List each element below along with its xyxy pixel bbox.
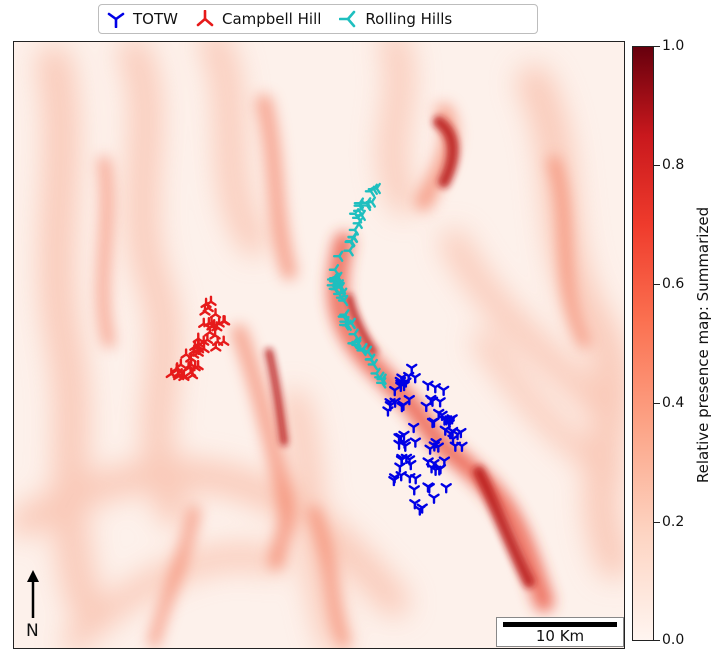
totw-point: [429, 383, 441, 394]
presence-heatmap: [14, 42, 624, 648]
colorbar-tick-label: 0.6: [662, 276, 685, 292]
rolling-hills-point: [367, 358, 378, 371]
rolling-hills-point: [357, 342, 368, 355]
colorbar-tick: [654, 165, 660, 166]
totw-point: [409, 373, 421, 384]
colorbar: [632, 46, 654, 641]
totw-point: [446, 414, 458, 425]
totw-point: [395, 455, 408, 466]
totw-point: [434, 397, 446, 408]
rolling-hills-point: [361, 197, 372, 209]
colorbar-tick-label: 0.2: [662, 514, 685, 530]
campbell-hill-point: [217, 335, 230, 346]
totw-point: [389, 397, 401, 408]
totw-point: [382, 406, 394, 417]
campbell-hill-point: [188, 344, 200, 356]
rolling-hills-point: [330, 272, 341, 285]
colorbar-tick-label: 0.8: [662, 157, 685, 173]
totw-point: [409, 437, 422, 448]
campbell-hill-point: [203, 316, 215, 328]
scale-bar-line: [503, 622, 617, 627]
rolling-hills-point: [348, 328, 359, 340]
totw-point: [400, 377, 412, 388]
campbell-hill-point: [186, 368, 199, 380]
north-arrow-icon: [27, 570, 39, 618]
rolling-hills-point: [345, 235, 356, 247]
campbell-hill-point: [200, 297, 212, 309]
totw-point: [428, 493, 440, 505]
scale-bar: 10 Km: [496, 617, 624, 647]
totw-point: [428, 441, 441, 452]
legend-label-totw: TOTW: [133, 10, 178, 28]
rolling-hills-point: [337, 310, 348, 323]
tri-up-marker-icon: [196, 10, 214, 27]
totw-point: [446, 426, 459, 438]
rolling-hills-point: [375, 377, 387, 389]
rolling-hills-point: [328, 264, 340, 276]
totw-point: [437, 385, 450, 397]
totw-point: [406, 363, 418, 375]
map-legend: TOTW Campbell Hill Rolling Hills: [98, 4, 538, 34]
totw-point: [422, 482, 434, 493]
campbell-hill-point: [199, 305, 211, 316]
totw-point: [428, 417, 440, 428]
colorbar-tick: [654, 522, 660, 523]
campbell-hill-point: [218, 315, 231, 326]
campbell-hill-point: [201, 333, 214, 344]
totw-point: [396, 401, 408, 413]
rolling-hills-point: [347, 337, 359, 350]
campbell-hill-point: [192, 359, 204, 371]
campbell-hill-point: [204, 325, 216, 337]
tri-down-marker-icon: [107, 12, 125, 28]
north-label: N: [26, 621, 39, 641]
totw-point: [440, 483, 452, 494]
totw-point: [455, 427, 467, 439]
rolling-hills-point: [355, 209, 366, 222]
observation-points: [165, 182, 468, 516]
campbell-hill-point: [171, 363, 183, 374]
rolling-hills-point: [353, 197, 365, 209]
rolling-hills-point: [370, 367, 381, 380]
totw-point: [403, 394, 416, 406]
campbell-hill-point: [165, 367, 177, 379]
colorbar-tick: [654, 284, 660, 285]
totw-point: [428, 459, 440, 470]
legend-label-campbell-hill: Campbell Hill: [221, 10, 322, 28]
rolling-hills-point: [370, 182, 381, 195]
totw-point: [405, 459, 417, 471]
colorbar-tick-label: 0.4: [662, 395, 685, 411]
colorbar-tick-label: 1.0: [662, 38, 685, 54]
totw-point: [408, 485, 420, 496]
legend-item-totw: TOTW: [107, 10, 178, 28]
legend-item-campbell-hill: Campbell Hill: [196, 10, 321, 28]
totw-point: [409, 499, 421, 510]
tri-left-marker-icon: [339, 10, 356, 28]
colorbar-tick-label: 0.0: [662, 632, 685, 648]
rolling-hills-point: [332, 250, 344, 262]
legend-item-rolling-hills: Rolling Hills: [339, 10, 452, 28]
totw-point: [404, 473, 416, 484]
totw-point: [449, 441, 462, 452]
totw-point: [438, 456, 451, 467]
colorbar-tick: [654, 46, 660, 47]
rolling-hills-point: [334, 281, 345, 294]
colorbar-tick: [654, 640, 660, 641]
colorbar-title: Relative presence map: Summarized: [694, 206, 712, 484]
rolling-hills-point: [352, 217, 363, 230]
totw-point: [414, 505, 426, 516]
rolling-hills-point: [345, 317, 356, 330]
legend-label-rolling-hills: Rolling Hills: [365, 10, 453, 28]
presence-map: [13, 41, 625, 649]
scale-bar-label: 10 Km: [535, 627, 585, 645]
totw-point: [433, 408, 445, 420]
rolling-hills-point: [343, 244, 354, 257]
totw-point: [395, 432, 407, 444]
colorbar-tick: [654, 403, 660, 404]
totw-point: [389, 385, 401, 397]
totw-point: [388, 475, 400, 487]
totw-point: [407, 422, 420, 434]
